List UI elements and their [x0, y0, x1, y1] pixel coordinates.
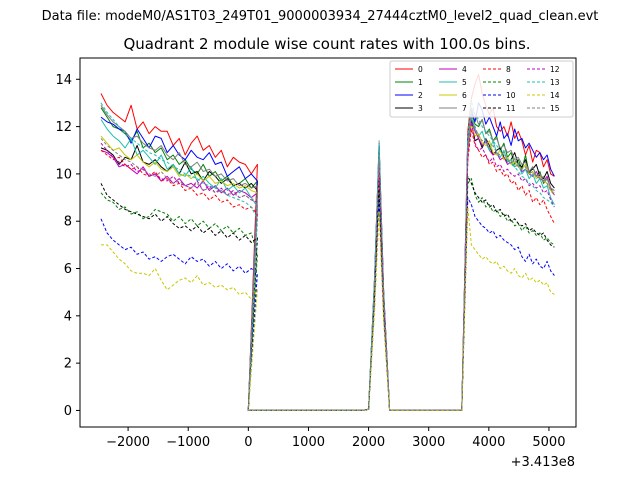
x-tick-label: 4000: [472, 435, 505, 450]
series-line-13: [100, 100, 555, 411]
legend-label-4: 4: [462, 65, 467, 74]
series-line-5: [100, 116, 555, 411]
legend-label-12: 12: [550, 65, 560, 74]
legend-label-5: 5: [462, 78, 467, 87]
legend-label-9: 9: [506, 78, 511, 87]
y-tick-label: 12: [55, 120, 72, 135]
x-tick-label: 3000: [412, 435, 445, 450]
x-tick-label: 0: [244, 435, 252, 450]
x-tick-label: 1000: [292, 435, 325, 450]
plot-frame: [79, 57, 577, 428]
legend-label-3: 3: [418, 104, 423, 113]
series-line-10: [100, 197, 555, 411]
y-tick-label: 4: [64, 309, 72, 324]
series-line-14: [101, 206, 555, 411]
series-line-8: [100, 128, 555, 411]
legend-label-14: 14: [550, 91, 560, 100]
legend-label-8: 8: [506, 65, 511, 74]
series-line-11: [100, 175, 555, 411]
legend-label-7: 7: [462, 104, 467, 113]
series-line-9: [100, 178, 555, 411]
legend-frame: [389, 60, 574, 118]
series-line-0: [100, 74, 555, 411]
legend-label-2: 2: [418, 91, 423, 100]
series-line-15: [100, 111, 555, 411]
chart-title: Quadrant 2 module wise count rates with …: [123, 35, 530, 53]
legend-label-0: 0: [418, 65, 423, 74]
series-line-2: [100, 102, 555, 411]
x-tick-label: 5000: [532, 435, 565, 450]
legend-label-10: 10: [506, 91, 516, 100]
y-tick-label: 2: [64, 357, 72, 372]
series-layer: [100, 74, 555, 411]
series-line-1: [100, 107, 555, 411]
y-tick-label: 14: [55, 73, 72, 88]
x-offset-label: +3.413e8: [511, 455, 575, 470]
chart-suptitle: Data file: modeM0/AS1T03_249T01_90000039…: [42, 9, 599, 24]
legend-label-15: 15: [550, 104, 560, 113]
legend-label-11: 11: [506, 104, 516, 113]
x-tick-label: 2000: [352, 435, 385, 450]
y-tick-label: 10: [55, 167, 72, 182]
legend-label-13: 13: [550, 78, 560, 87]
axis-ticks: −2000 −1000 0 1000 2000 3000 4000 5000024681012…: [55, 73, 565, 450]
y-tick-label: 0: [64, 404, 72, 419]
x-tick-label: −1000: [166, 435, 210, 450]
series-line-12: [100, 121, 555, 411]
legend-label-6: 6: [462, 91, 467, 100]
series-line-4: [100, 116, 555, 411]
legend-label-1: 1: [418, 78, 423, 87]
x-tick-label: −2000: [106, 435, 150, 450]
y-tick-label: 6: [64, 262, 72, 277]
y-tick-label: 8: [64, 215, 72, 230]
